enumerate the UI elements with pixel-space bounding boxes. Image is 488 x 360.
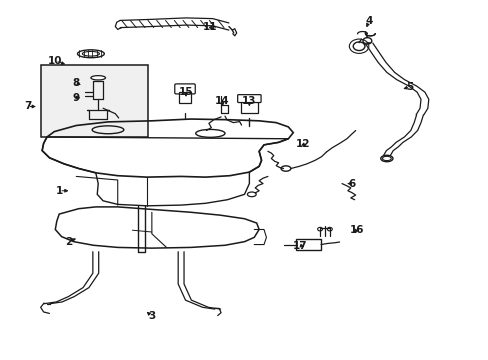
FancyBboxPatch shape (240, 99, 258, 113)
Text: 11: 11 (203, 22, 217, 32)
Text: 8: 8 (73, 78, 80, 88)
Text: 14: 14 (215, 96, 229, 106)
FancyBboxPatch shape (41, 65, 148, 137)
Text: 6: 6 (347, 179, 355, 189)
FancyBboxPatch shape (174, 84, 195, 94)
Ellipse shape (91, 76, 105, 80)
Text: 7: 7 (24, 102, 31, 112)
Text: 1: 1 (56, 186, 62, 196)
Text: 15: 15 (179, 87, 193, 97)
Text: 12: 12 (295, 139, 309, 149)
Text: 10: 10 (48, 56, 62, 66)
Text: 4: 4 (365, 17, 372, 27)
Text: 13: 13 (242, 96, 256, 106)
FancyBboxPatch shape (179, 92, 190, 103)
Text: 3: 3 (148, 311, 155, 321)
Text: 2: 2 (65, 237, 72, 247)
Text: 5: 5 (406, 82, 413, 92)
FancyBboxPatch shape (295, 239, 321, 250)
Text: 9: 9 (73, 93, 80, 103)
Text: 17: 17 (293, 240, 307, 251)
Text: 16: 16 (349, 225, 363, 235)
FancyBboxPatch shape (237, 95, 261, 103)
